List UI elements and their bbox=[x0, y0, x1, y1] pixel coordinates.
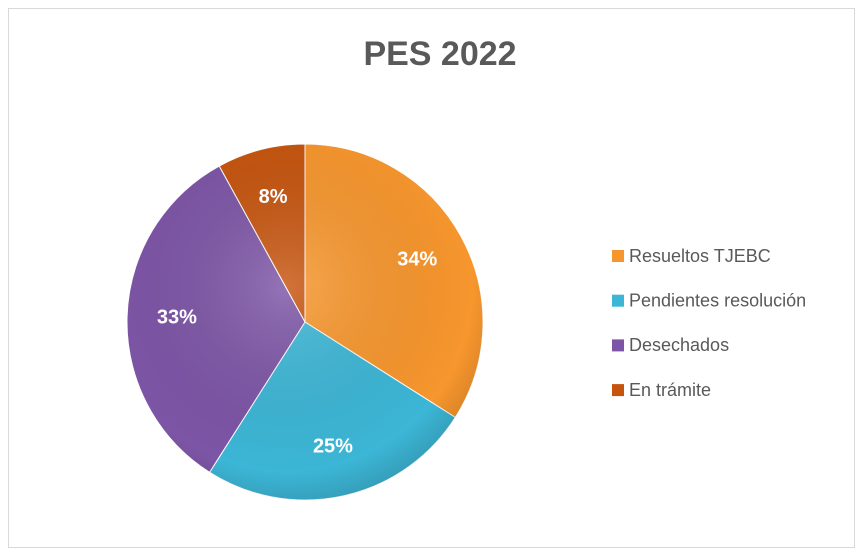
data-label: 25% bbox=[313, 435, 353, 457]
legend-marker bbox=[612, 294, 624, 307]
legend-marker bbox=[612, 339, 624, 352]
data-label: 33% bbox=[157, 306, 197, 328]
legend-label: Resueltos TJEBC bbox=[629, 246, 771, 266]
legend-marker bbox=[612, 250, 624, 262]
legend-label: Desechados bbox=[629, 335, 729, 355]
chart-title: PES 2022 bbox=[363, 35, 516, 73]
data-label: 34% bbox=[397, 249, 437, 271]
data-label: 8% bbox=[259, 186, 288, 208]
legend-marker bbox=[612, 384, 624, 397]
legend-label: En trámite bbox=[629, 380, 711, 400]
legend-label: Pendientes resolución bbox=[629, 290, 806, 310]
